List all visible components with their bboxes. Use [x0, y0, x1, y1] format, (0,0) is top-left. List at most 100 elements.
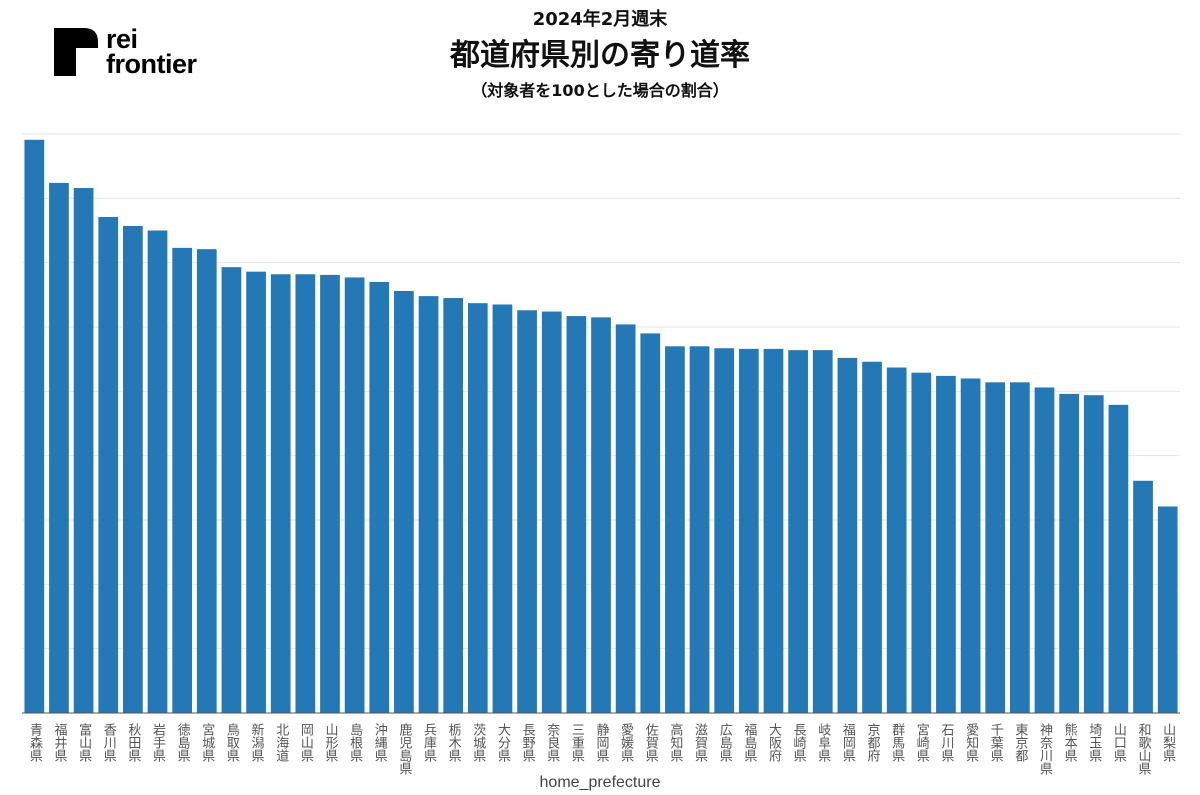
logo-text: rei frontier	[106, 24, 197, 79]
bar-37	[911, 372, 932, 713]
x-tick-label: 鳥取県	[224, 723, 240, 762]
x-tick-label: 石川県	[938, 723, 954, 762]
x-tick-label: 佐賀県	[643, 723, 659, 762]
bar-20	[492, 304, 513, 713]
bar-21	[517, 310, 537, 713]
x-tick-label: 愛媛県	[618, 723, 634, 762]
chart-subtitle-bottom: （対象者を100とした場合の割合）	[471, 81, 729, 100]
bar-44	[1083, 395, 1104, 713]
x-tick-label: 宮崎県	[914, 722, 930, 762]
x-tick-label: 奈良県	[544, 723, 560, 762]
bar-42	[1034, 387, 1055, 713]
x-tick-label: 大分県	[495, 723, 511, 762]
bar-46	[1133, 480, 1153, 713]
bar-30	[738, 348, 759, 713]
bar-5	[123, 226, 143, 713]
bar-45	[1108, 404, 1129, 713]
x-tick-label: 大阪府	[766, 723, 782, 763]
x-tick-label: 北海道	[273, 723, 289, 762]
bar-17	[418, 296, 439, 713]
x-tick-label: 埼玉県	[1086, 723, 1102, 762]
x-tick-label: 長崎県	[791, 723, 807, 762]
x-tick-label: 三重県	[569, 723, 585, 762]
x-tick-label: 茨城県	[470, 723, 486, 762]
x-tick-label: 徳島県	[175, 723, 191, 762]
bar-12	[295, 274, 316, 713]
x-tick-label: 京都府	[865, 723, 881, 763]
x-tick-label: 富山県	[76, 722, 92, 762]
bar-40	[985, 382, 1006, 713]
x-tick-label: 鹿児島県	[396, 722, 412, 775]
bar-26	[640, 333, 661, 713]
bar-23	[566, 316, 587, 713]
logo-line-1: rei	[106, 24, 138, 54]
x-tick-label: 山形県	[322, 723, 338, 762]
x-tick-label: 岐阜県	[815, 723, 831, 762]
rei-frontier-logo-icon	[54, 28, 98, 76]
bar-39	[960, 378, 981, 713]
x-tick-labels: 青森県 福井県 富山県 香川県 秋田県 岩手県 徳島県 宮城県 鳥取県 新潟県 北海道 岡山県 山形県島…	[27, 722, 1176, 775]
x-axis-label: home_prefecture	[539, 774, 661, 791]
bar-38	[936, 375, 956, 713]
bars	[24, 139, 1178, 714]
bar-2	[49, 182, 69, 713]
bar-27	[665, 346, 685, 713]
bar-32	[788, 350, 808, 713]
bar-3	[73, 188, 94, 714]
bar-6	[147, 230, 168, 713]
bar-25	[615, 324, 636, 713]
x-tick-label: 群馬県	[889, 723, 905, 762]
x-tick-label: 神奈川県	[1037, 723, 1053, 775]
bar-1	[24, 139, 45, 714]
bar-18	[443, 298, 464, 713]
x-tick-label: 愛知県	[963, 723, 979, 762]
chart-header: 2024年2月週末 都道府県別の寄り道率 （対象者を100とした場合の割合）	[0, 8, 1200, 102]
bar-24	[591, 317, 611, 713]
bar-8	[196, 249, 217, 713]
chart-title: 都道府県別の寄り道率	[450, 38, 750, 73]
x-tick-label: 熊本県	[1062, 722, 1078, 762]
bar-4	[98, 216, 119, 714]
bar-47	[1157, 506, 1178, 713]
bar-15	[369, 281, 390, 713]
logo-line-2: frontier	[106, 49, 197, 79]
x-tick-label: 兵庫県	[421, 723, 437, 762]
bar-43	[1059, 393, 1079, 713]
bar-31	[763, 348, 784, 713]
bar-35	[862, 361, 882, 713]
bar-11	[270, 274, 291, 713]
x-tick-label: 岡山県	[298, 723, 314, 762]
bar-19	[467, 303, 488, 713]
x-tick-label: 山口県	[1111, 723, 1127, 762]
bar-16	[394, 290, 414, 713]
bar-29	[714, 348, 735, 713]
bar-33	[812, 350, 833, 713]
bar-10	[246, 271, 266, 713]
chart-subtitle-top: 2024年2月週末	[532, 9, 668, 30]
x-tick-label: 香川県	[101, 723, 117, 762]
bar-34	[837, 357, 858, 713]
x-tick-label: 広島県	[717, 723, 733, 762]
rei-frontier-logo: rei frontier	[54, 24, 197, 79]
bar-9	[221, 267, 242, 713]
x-tick-label: 高知県	[667, 722, 683, 762]
x-tick-label: 長野県	[520, 723, 536, 762]
x-tick-label: 千葉県	[988, 723, 1004, 762]
x-tick-label: 静岡県	[594, 723, 610, 762]
x-tick-label: 島根県	[347, 723, 363, 762]
bar-14	[344, 277, 365, 713]
x-tick-label: 新潟県	[249, 722, 265, 762]
x-tick-label: 青森県	[27, 723, 43, 762]
bar-41	[1010, 382, 1030, 713]
x-tick-label: 宮城県	[199, 722, 215, 762]
x-tick-label: 秋田県	[125, 723, 141, 762]
x-tick-label: 和歌山県	[1136, 723, 1152, 775]
x-tick-label: 福岡県	[840, 723, 856, 762]
x-tick-label: 福島県	[741, 723, 757, 762]
x-tick-label: 滋賀県	[692, 723, 708, 762]
bar-13	[320, 274, 340, 713]
x-tick-label: 岩手県	[150, 723, 166, 762]
x-tick-label: 沖縄県	[372, 723, 388, 762]
x-tick-label: 福井県	[51, 723, 67, 762]
